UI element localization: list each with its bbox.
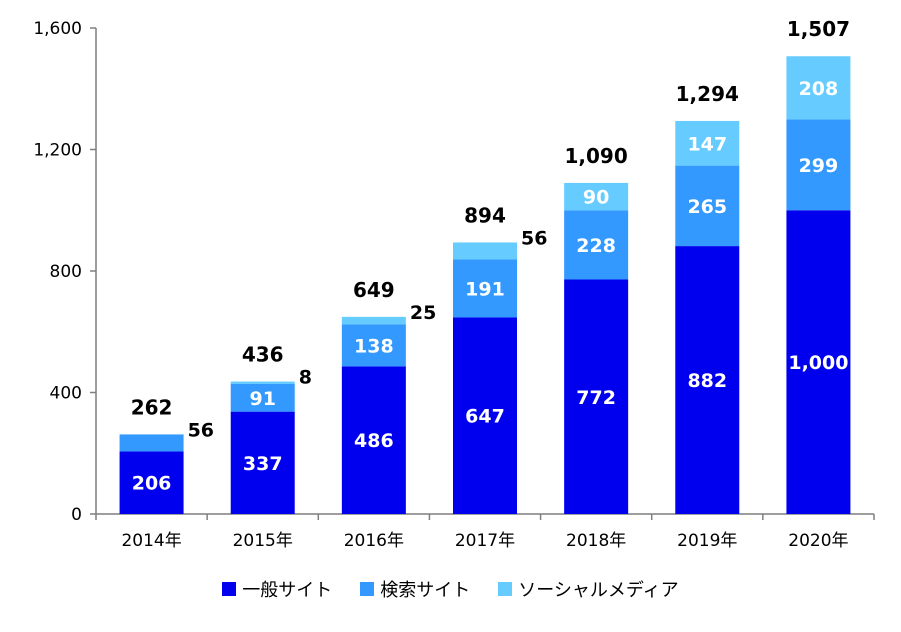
- chart-legend: 一般サイト 検索サイト ソーシャルメディア: [0, 576, 901, 602]
- data-label: 206: [132, 473, 172, 495]
- bar-segment: [564, 279, 629, 514]
- data-label: 882: [687, 370, 727, 392]
- bar-segment: [786, 119, 851, 211]
- data-label: 25: [410, 302, 436, 324]
- data-label: 91: [249, 388, 275, 410]
- data-label: 56: [521, 227, 547, 249]
- data-label: 90: [583, 187, 609, 209]
- data-label: 647: [465, 406, 505, 428]
- x-tick-label: 2016年: [344, 531, 404, 551]
- data-label: 228: [576, 235, 616, 257]
- total-label: 1,090: [565, 144, 628, 168]
- bar-segment: [453, 242, 517, 260]
- total-label: 436: [242, 343, 284, 367]
- legend-label-general-sites: 一般サイト: [242, 580, 333, 601]
- x-tick-label: 2020年: [788, 531, 848, 551]
- data-label: 8: [299, 367, 312, 389]
- bar-segment: [230, 411, 295, 514]
- data-label: 337: [243, 453, 283, 475]
- bar-segment: [119, 451, 184, 514]
- data-label: 772: [576, 387, 616, 409]
- stacked-bar-chart: 0 400 800 1,200 1,600 2014年 206 56 262 2015年 337 91…: [33, 17, 875, 551]
- data-label: 299: [799, 155, 839, 177]
- bar-segment: [675, 120, 740, 166]
- data-label: 56: [188, 419, 214, 441]
- x-tick-label: 2018年: [566, 531, 626, 551]
- bar-segment: [230, 383, 295, 412]
- y-tick-label: 1,600: [33, 19, 82, 39]
- y-tick-label: 1,200: [33, 141, 82, 161]
- bar-segment: [341, 366, 406, 514]
- bar-segment: [564, 182, 629, 211]
- data-label: 138: [354, 335, 394, 357]
- total-label: 262: [131, 395, 173, 419]
- x-tick-label: 2014年: [121, 531, 181, 551]
- total-label: 894: [464, 203, 506, 227]
- data-label: 147: [687, 133, 727, 155]
- bar-segment: [341, 324, 406, 367]
- data-label: 265: [687, 196, 727, 218]
- legend-label-search-sites: 検索サイト: [380, 580, 471, 601]
- data-label: 208: [799, 78, 839, 100]
- bar-segment: [119, 434, 184, 452]
- y-tick-label: 400: [50, 384, 82, 404]
- bar-segment: [230, 381, 295, 384]
- bar-segment: [453, 317, 517, 514]
- total-label: 1,507: [787, 17, 850, 41]
- legend-item-general-sites: 一般サイト: [222, 576, 332, 602]
- bar-segment: [453, 259, 517, 318]
- total-label: 1,294: [676, 82, 739, 106]
- y-tick-label: 800: [50, 262, 82, 282]
- x-tick-label: 2019年: [677, 531, 737, 551]
- x-tick-label: 2017年: [455, 531, 515, 551]
- bar-segment: [564, 210, 629, 280]
- legend-label-social-media: ソーシャルメディア: [518, 580, 679, 601]
- legend-item-search-sites: 検索サイト: [360, 576, 470, 602]
- data-label: 1,000: [788, 352, 848, 374]
- data-label: 191: [465, 278, 505, 300]
- legend-swatch-search-sites: [360, 582, 375, 596]
- bar-segment: [341, 316, 406, 325]
- data-label: 486: [354, 430, 394, 452]
- bar-segment: [786, 210, 851, 514]
- total-label: 649: [353, 278, 395, 302]
- bar-segment: [675, 165, 740, 247]
- legend-swatch-general-sites: [222, 582, 237, 596]
- legend-item-social-media: ソーシャルメディア: [498, 576, 679, 602]
- bar-segment: [786, 56, 851, 120]
- x-tick-label: 2015年: [233, 531, 293, 551]
- y-tick-label: 0: [71, 505, 82, 525]
- bar-segment: [675, 246, 740, 514]
- legend-swatch-social-media: [498, 582, 513, 596]
